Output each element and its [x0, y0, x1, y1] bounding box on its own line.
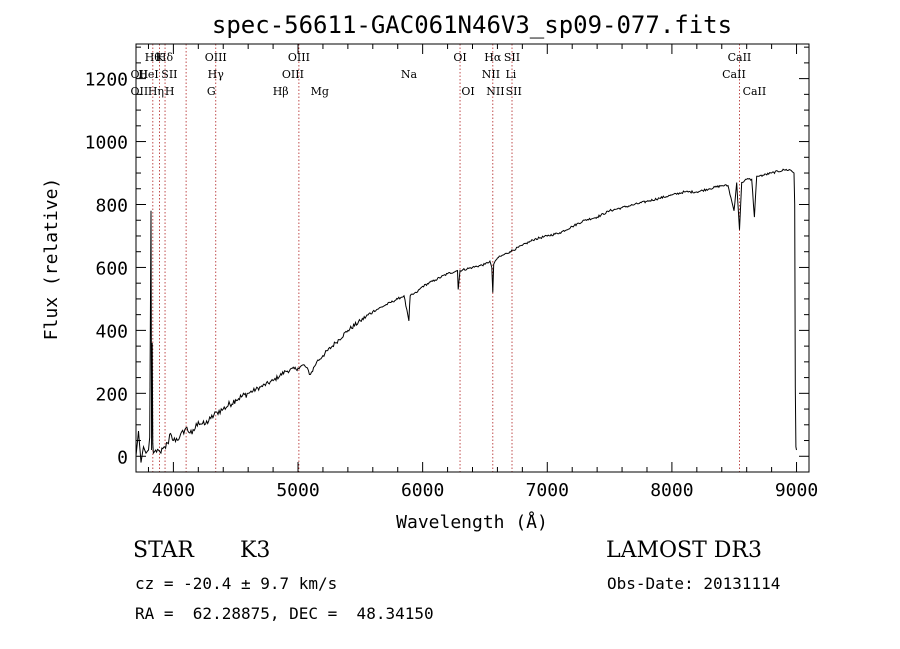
- y-tick-label: 0: [117, 447, 128, 468]
- spectral-line-label: OII: [131, 85, 149, 98]
- spectral-line-label: CaII: [722, 68, 746, 81]
- x-tick-label: 5000: [276, 480, 319, 501]
- spectral-line-label: G: [207, 85, 216, 98]
- spectral-line-label: HeI: [138, 68, 158, 81]
- object-subclass: K3: [240, 538, 271, 563]
- chart-title: spec-56611-GAC061N46V3_sp09-077.fits: [212, 11, 732, 39]
- x-tick-label: 7000: [526, 480, 569, 501]
- spectral-line-label: K: [155, 51, 164, 64]
- spectral-line-label: OIII: [288, 51, 310, 64]
- y-tick-label: 600: [95, 258, 128, 279]
- x-axis-label: Wavelength (Å): [396, 511, 548, 533]
- axes: 4000 5000 6000 7000 8000 9000 0 200 400 600 800 100…: [85, 43, 818, 501]
- spectrum-line: [135, 168, 797, 463]
- spectral-line-label: Hα: [484, 51, 502, 64]
- spectral-line-label: Mg: [311, 85, 329, 98]
- x-tick-label: 6000: [401, 480, 444, 501]
- spectral-line-label: Li: [505, 68, 516, 81]
- y-tick-label: 200: [95, 384, 128, 405]
- y-tick-label: 400: [95, 321, 128, 342]
- spectral-line-label: Hθ: [145, 51, 162, 64]
- object-class: STAR: [133, 538, 194, 563]
- redshift-text: cz = -20.4 ± 9.7 km/s: [135, 574, 338, 593]
- spectral-line-label: CaII: [743, 85, 767, 98]
- spectral-line-label: OI: [453, 51, 466, 64]
- survey-name: LAMOST DR3: [606, 538, 762, 563]
- spectral-line-label: Hη: [148, 85, 164, 98]
- spectral-line-label: OIII: [282, 68, 304, 81]
- plot-frame: [135, 43, 810, 473]
- spectral-line-label: NII: [486, 85, 504, 98]
- spectral-line-label: SII: [161, 68, 177, 81]
- spectral-line-label: CaII: [728, 51, 752, 64]
- x-tick-label: 8000: [650, 480, 693, 501]
- y-tick-label: 1000: [85, 133, 128, 154]
- y-tick-label: 1200: [85, 70, 128, 91]
- spectral-line-label: Hγ: [208, 68, 225, 81]
- spectral-line-label: SII: [504, 51, 520, 64]
- spectral-line-label: OI: [461, 85, 474, 98]
- spectral-line-label: NII: [482, 68, 500, 81]
- x-tick-label: 9000: [775, 480, 818, 501]
- spectral-line-label: Hβ: [273, 85, 289, 98]
- obs-date-text: Obs-Date: 20131114: [607, 574, 781, 593]
- spectral-line-label: OII: [131, 68, 149, 81]
- y-axis-label: Flux (relative): [41, 178, 62, 341]
- spectral-line-label: OIII: [205, 51, 227, 64]
- x-tick-label: 4000: [152, 480, 195, 501]
- y-tick-label: 800: [95, 196, 128, 217]
- spectral-line-label: Hδ: [157, 51, 174, 64]
- spectral-line-label: H: [165, 85, 175, 98]
- coordinates-text: RA = 62.28875, DEC = 48.34150: [135, 604, 434, 623]
- spectral-line-label: Na: [401, 68, 418, 81]
- spectral-line-label: SII: [506, 85, 522, 98]
- series-layer: [135, 168, 797, 463]
